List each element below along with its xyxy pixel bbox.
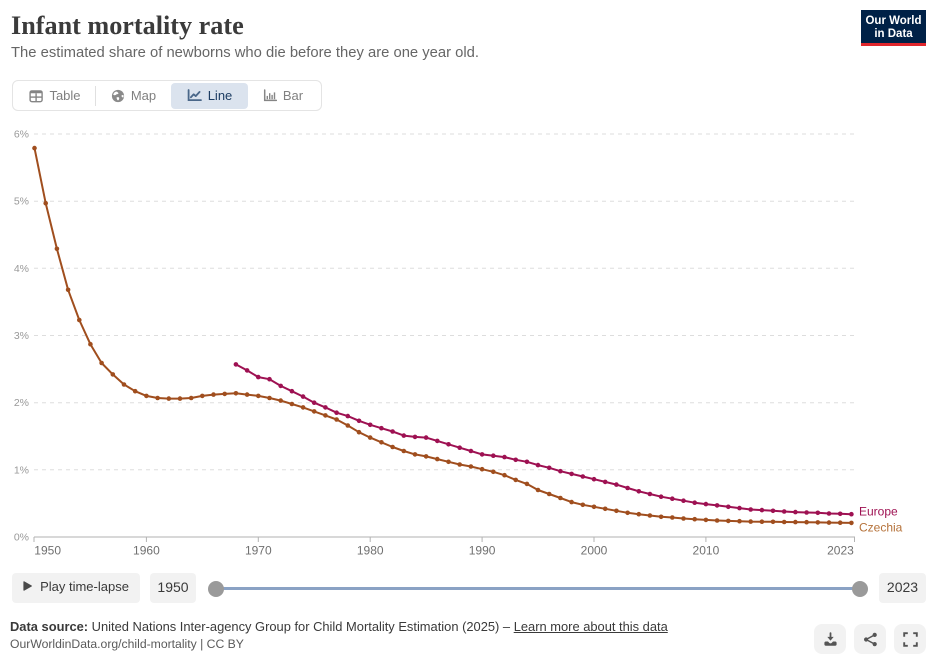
svg-text:1960: 1960 — [133, 544, 160, 558]
svg-text:3%: 3% — [14, 330, 29, 342]
svg-text:1%: 1% — [14, 464, 29, 476]
svg-text:4%: 4% — [14, 263, 29, 275]
svg-text:6%: 6% — [14, 129, 29, 141]
svg-text:Europe: Europe — [859, 505, 898, 519]
svg-text:Czechia: Czechia — [859, 521, 903, 535]
svg-text:1950: 1950 — [34, 544, 61, 558]
svg-text:2%: 2% — [14, 397, 29, 409]
svg-text:0%: 0% — [14, 532, 29, 544]
svg-text:5%: 5% — [14, 196, 29, 208]
svg-text:1970: 1970 — [245, 544, 272, 558]
svg-text:2023: 2023 — [827, 544, 854, 558]
svg-text:2010: 2010 — [693, 544, 720, 558]
svg-text:2000: 2000 — [581, 544, 608, 558]
svg-text:1990: 1990 — [469, 544, 496, 558]
svg-text:1980: 1980 — [357, 544, 384, 558]
